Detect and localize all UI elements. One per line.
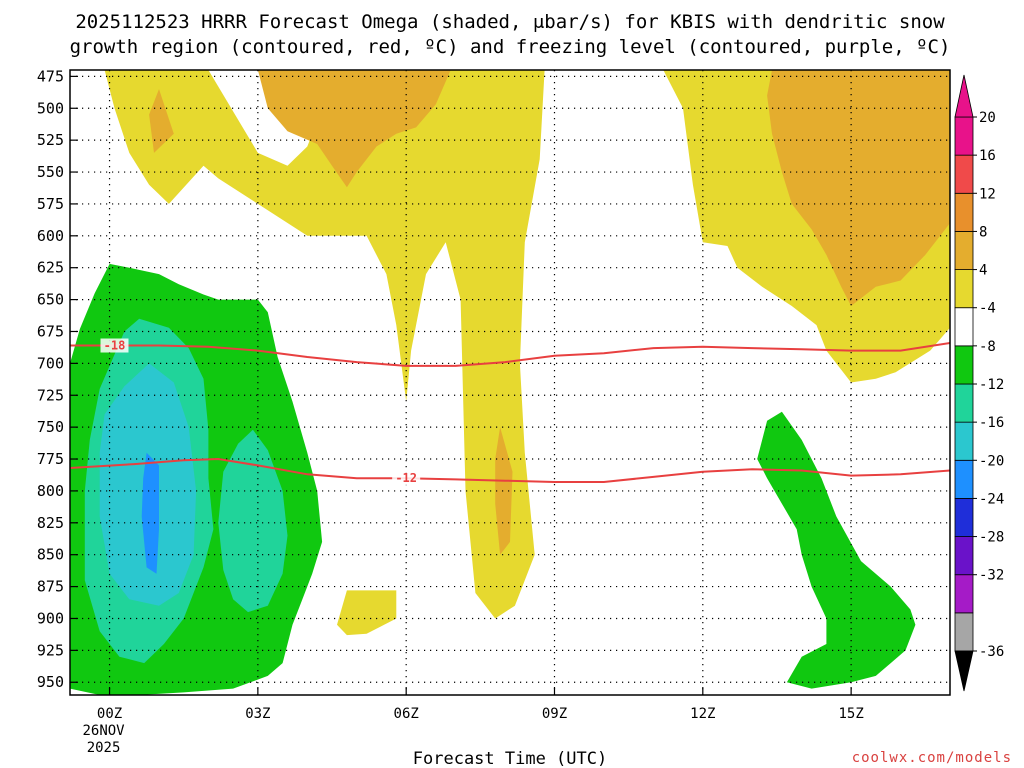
x-tick-label-15Z: 15Z bbox=[838, 706, 863, 722]
x-tick-label-09Z: 09Z bbox=[542, 706, 567, 722]
plot-area: -18 -12 475 500 525 550 575 600 625 650 675 700 725… bbox=[37, 67, 951, 756]
colorbar-label--20: -20 bbox=[979, 453, 1004, 469]
y-tick-label-925: 925 bbox=[37, 641, 64, 659]
x-tick-label-03Z: 03Z bbox=[245, 706, 270, 722]
colorbar-segment-13 bbox=[954, 116, 974, 156]
grid-lines bbox=[70, 70, 950, 695]
colorbar-segment-4 bbox=[954, 459, 974, 499]
x-tick-label-06Z: 06Z bbox=[394, 706, 419, 722]
colorbar-label--32: -32 bbox=[979, 568, 1004, 584]
y-tick-label-875: 875 bbox=[37, 578, 64, 596]
colorbar-label-4: 4 bbox=[979, 263, 987, 279]
y-tick-label-600: 600 bbox=[37, 227, 64, 245]
y-tick-label-550: 550 bbox=[37, 163, 64, 181]
colorbar-label-20: 20 bbox=[979, 110, 996, 126]
colorbar-label--16: -16 bbox=[979, 415, 1004, 431]
y-tick-label-800: 800 bbox=[37, 482, 64, 500]
colorbar-label--24: -24 bbox=[979, 491, 1004, 507]
chart-title-line-2: growth region (contoured, red, ºC) and f… bbox=[70, 36, 951, 58]
x-tick-sublabel-0: 26NOV bbox=[82, 723, 125, 739]
omega-shading bbox=[70, 70, 950, 695]
dgz-contours: -18 -12 bbox=[70, 338, 950, 486]
omega-region-12 bbox=[141, 452, 159, 574]
colorbar-segment-11 bbox=[954, 192, 974, 232]
omega-region-2 bbox=[337, 590, 397, 636]
colorbar-label-12: 12 bbox=[979, 186, 996, 202]
x-axis-label: Forecast Time (UTC) bbox=[413, 749, 607, 768]
colorbar-label--28: -28 bbox=[979, 530, 1004, 546]
y-tick-label-775: 775 bbox=[37, 450, 64, 468]
y-tick-label-575: 575 bbox=[37, 195, 64, 213]
colorbar-over-arrow bbox=[954, 74, 974, 118]
omega-region-8 bbox=[757, 411, 916, 689]
y-tick-label-950: 950 bbox=[37, 673, 64, 691]
credit-text: coolwx.com/models bbox=[852, 750, 1012, 766]
colorbar-segment-9 bbox=[954, 269, 974, 309]
y-tick-label-525: 525 bbox=[37, 131, 64, 149]
x-tick-label-12Z: 12Z bbox=[690, 706, 715, 722]
y-tick-label-850: 850 bbox=[37, 546, 64, 564]
plot-frame bbox=[69, 69, 951, 696]
y-tick-label-475: 475 bbox=[37, 67, 64, 85]
dgz-contour-label-bg-1 bbox=[392, 471, 421, 486]
dgz-contour-label-1: -12 bbox=[395, 471, 417, 485]
omega-region-10 bbox=[218, 429, 288, 613]
colorbar-segment-10 bbox=[954, 231, 974, 270]
dgz-contour-label-0: -18 bbox=[104, 339, 126, 353]
colorbar-label-16: 16 bbox=[979, 148, 996, 164]
dgz-contour-line-0 bbox=[70, 342, 950, 367]
colorbar-segment-7 bbox=[954, 345, 974, 385]
colorbar-segment-3 bbox=[954, 498, 974, 537]
colorbar: 20 16 12 8 4 -4 -8 -12 -16 -20 -24 -28 -32 -36 bbox=[954, 74, 1004, 692]
omega-region-0 bbox=[104, 70, 545, 619]
colorbar-segment-2 bbox=[954, 536, 974, 576]
colorbar-under-arrow bbox=[954, 650, 974, 692]
y-tick-label-675: 675 bbox=[37, 322, 64, 340]
y-tick-label-825: 825 bbox=[37, 514, 64, 532]
y-tick-label-500: 500 bbox=[37, 99, 64, 117]
y-tick-label-900: 900 bbox=[37, 609, 64, 627]
colorbar-label-8: 8 bbox=[979, 224, 987, 240]
y-tick-label-725: 725 bbox=[37, 386, 64, 404]
colorbar-label--12: -12 bbox=[979, 377, 1004, 393]
omega-region-3 bbox=[257, 70, 451, 188]
y-tick-label-700: 700 bbox=[37, 354, 64, 372]
x-tick-sublabel-1: 2025 bbox=[87, 740, 121, 756]
colorbar-segment-0 bbox=[954, 612, 974, 652]
omega-region-4 bbox=[149, 89, 174, 153]
colorbar-segment-12 bbox=[954, 154, 974, 194]
dgz-contour-label-bg-0 bbox=[100, 338, 129, 353]
omega-region-6 bbox=[767, 70, 950, 306]
y-tick-label-750: 750 bbox=[37, 418, 64, 436]
colorbar-segment-1 bbox=[954, 574, 974, 614]
colorbar-label--36: -36 bbox=[979, 644, 1004, 660]
colorbar-label--8: -8 bbox=[979, 339, 996, 355]
dgz-contour-line-1 bbox=[70, 457, 950, 483]
x-tick-label-00Z: 00Z bbox=[97, 706, 122, 722]
colorbar-segment-6 bbox=[954, 383, 974, 423]
y-tick-label-650: 650 bbox=[37, 291, 64, 309]
colorbar-segment-8 bbox=[954, 307, 974, 347]
colorbar-segment-5 bbox=[954, 421, 974, 461]
y-tick-label-625: 625 bbox=[37, 259, 64, 277]
y-axis-ticks: 475 500 525 550 575 600 625 650 675 700 725 750 775 8… bbox=[37, 67, 78, 691]
chart-title-line-1: 2025112523 HRRR Forecast Omega (shaded, … bbox=[75, 11, 945, 33]
colorbar-label--4: -4 bbox=[979, 301, 996, 317]
